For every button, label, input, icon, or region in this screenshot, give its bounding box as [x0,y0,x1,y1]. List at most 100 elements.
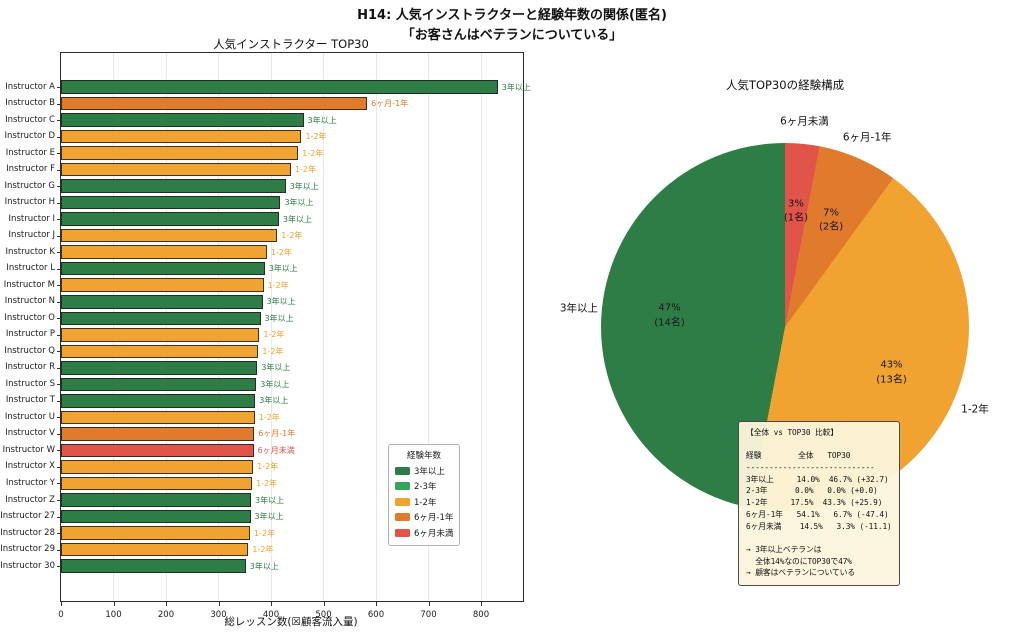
y-axis-label: Instructor 29 [0,544,55,555]
bar [61,526,250,540]
y-axis-label: Instructor C [5,114,55,125]
x-tick-mark [61,602,62,606]
gridline [165,53,167,601]
legend-item: 3年以上 [389,463,459,479]
pie-slice-value: 47% (14名) [654,302,685,329]
y-tick-mark [57,417,61,419]
bar [61,460,254,474]
bar [61,129,302,144]
x-tick-label: 100 [105,610,122,620]
bar-value-label: 3年以上 [261,363,291,373]
x-tick-label: 0 [58,610,64,620]
bar [61,179,286,193]
bar-value-label: 1-2年 [254,528,276,538]
pie-slice-value: 7% (2名) [818,207,844,233]
x-tick-mark [218,602,220,606]
y-tick-mark [57,500,61,501]
y-axis-label: Instructor L [6,263,55,274]
bar [61,476,253,491]
y-tick-mark [57,136,61,138]
pie-slice-label: 3年以上 [559,302,598,315]
y-tick-mark [57,533,61,535]
bar-value-label: 1-2年 [294,165,317,175]
y-tick-mark [57,483,61,485]
bar [61,195,281,210]
bar-chart-title: 人気インストラクター TOP30 [213,37,369,51]
x-tick-mark [113,602,115,606]
pie-slice-value: 43% (13名) [876,359,907,386]
y-axis-label: Instructor O [4,312,55,323]
y-tick-mark [57,103,61,105]
x-tick-label: 600 [367,610,385,620]
bar-value-label: 3年以上 [307,115,337,125]
y-tick-mark [57,219,61,221]
bar-value-label: 6ヶ月-1年 [371,99,409,109]
y-tick-mark [57,169,61,171]
x-tick-mark [271,602,272,606]
bar-value-label: 3年以上 [259,396,289,406]
x-tick-mark [323,602,325,606]
y-axis-label: Instructor 27 [0,511,55,522]
bar [61,361,258,375]
y-axis-label: Instructor J [8,230,55,241]
y-axis-label: Instructor E [5,147,55,158]
bar-value-label: 1-2年 [302,148,324,158]
legend-item-label: 6ヶ月未満 [414,528,454,539]
legend-item: 2-3年 [389,479,459,495]
legend-item-label: 2-3年 [414,482,437,493]
bar-value-label: 1-2年 [267,280,289,290]
y-tick-mark [57,301,61,303]
legend-item-label: 6ヶ月-1年 [414,513,454,524]
y-axis-label: Instructor A [5,81,55,92]
y-axis-label: Instructor Q [4,345,55,356]
y-axis-label: Instructor P [5,329,55,340]
bar [61,113,304,127]
legend-swatch [395,466,410,475]
x-tick-label: 700 [420,610,437,620]
legend-item-label: 1-2年 [414,497,437,508]
y-axis-label: Instructor G [4,180,55,191]
y-axis-label: Instructor I [8,213,55,224]
legend-swatch [395,528,410,537]
y-axis-label: Instructor F [6,164,55,175]
bar [61,212,279,226]
bar [61,493,252,507]
x-tick-label: 500 [315,610,332,620]
y-axis-label: Instructor M [3,279,55,290]
bar-value-label: 1-2年 [252,545,274,555]
bar-value-label: 3年以上 [264,313,294,323]
bar-value-label: 1-2年 [258,412,280,422]
bar [61,344,259,359]
bar [61,245,267,259]
x-tick-mark [481,602,482,606]
y-tick-mark [57,566,61,568]
gridline [270,53,272,601]
bar-axes: 0 100 200 300 400 500 600 700 800 3年以上 Instructor … [0,52,531,620]
bar [61,328,260,342]
y-axis-label: Instructor K [5,246,55,257]
gridline [113,53,114,601]
y-axis-label: Instructor Y [5,477,55,488]
y-axis-label: Instructor U [4,411,55,422]
bar [61,162,291,177]
bar [61,295,263,309]
bar-value-label: 1-2年 [281,231,303,241]
bar [61,96,368,111]
gridline [375,53,377,601]
legend-swatch [395,497,410,506]
y-tick-mark [57,87,61,88]
y-tick-mark [57,450,61,452]
gridline [218,53,219,601]
y-tick-mark [57,466,61,468]
y-axis-label: Instructor V [5,428,55,439]
bar-value-label: 1-2年 [270,247,292,257]
comparison-box: 【全体 vs TOP30 比較】 経験 全体 TOP30 -----------… [738,421,900,586]
bar [61,410,255,425]
legend-item: 6ヶ月未満 [389,525,459,541]
y-tick-mark [57,268,61,270]
bar [61,146,299,160]
y-tick-mark [57,334,61,336]
bar-value-label: 3年以上 [501,82,531,92]
legend-swatch [395,482,410,491]
